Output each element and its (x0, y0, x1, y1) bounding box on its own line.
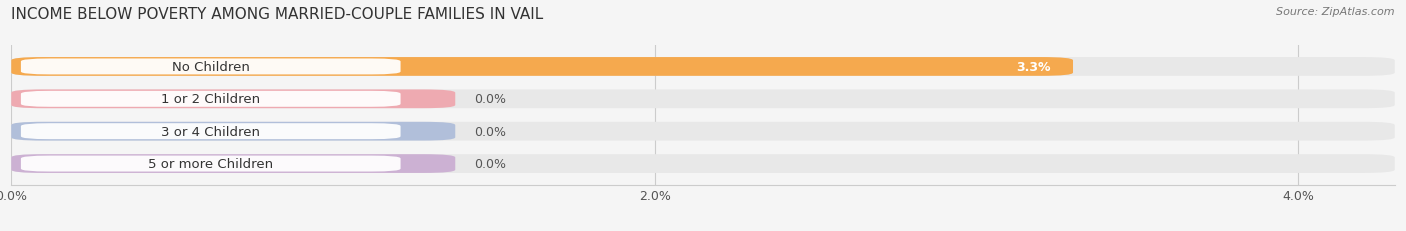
Text: INCOME BELOW POVERTY AMONG MARRIED-COUPLE FAMILIES IN VAIL: INCOME BELOW POVERTY AMONG MARRIED-COUPL… (11, 7, 544, 22)
FancyBboxPatch shape (11, 122, 456, 141)
FancyBboxPatch shape (11, 155, 1395, 173)
FancyBboxPatch shape (21, 124, 401, 140)
FancyBboxPatch shape (21, 59, 401, 75)
FancyBboxPatch shape (11, 90, 456, 109)
Text: No Children: No Children (172, 61, 250, 74)
FancyBboxPatch shape (11, 122, 1395, 141)
FancyBboxPatch shape (21, 91, 401, 107)
Text: 5 or more Children: 5 or more Children (148, 157, 273, 170)
Text: 3 or 4 Children: 3 or 4 Children (162, 125, 260, 138)
FancyBboxPatch shape (11, 90, 1395, 109)
Text: 3.3%: 3.3% (1017, 61, 1050, 74)
Text: Source: ZipAtlas.com: Source: ZipAtlas.com (1277, 7, 1395, 17)
FancyBboxPatch shape (21, 156, 401, 172)
Text: 1 or 2 Children: 1 or 2 Children (162, 93, 260, 106)
Text: 0.0%: 0.0% (475, 125, 506, 138)
FancyBboxPatch shape (11, 155, 456, 173)
Text: 0.0%: 0.0% (475, 93, 506, 106)
FancyBboxPatch shape (11, 58, 1073, 76)
FancyBboxPatch shape (11, 58, 1395, 76)
Text: 0.0%: 0.0% (475, 157, 506, 170)
